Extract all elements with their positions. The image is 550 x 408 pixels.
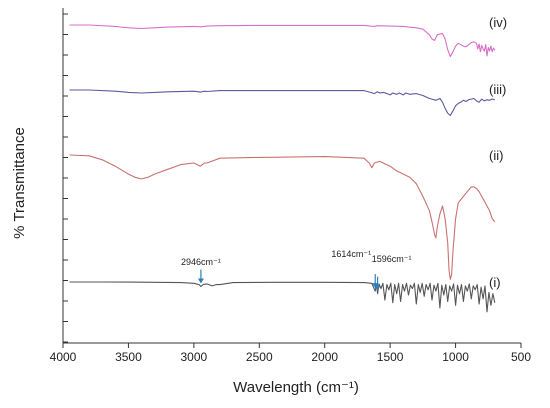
series-label-3: (i)	[489, 275, 501, 290]
x-tick-label: 3500	[115, 350, 142, 364]
series-label-1: (iii)	[489, 82, 506, 97]
series-line-0	[69, 24, 496, 58]
annotation-arrow-head	[197, 278, 204, 284]
annotation-layer: 2946cm⁻¹ 1614cm⁻¹ 1596cm⁻¹	[181, 249, 411, 291]
x-axis-label: Wavelength (cm⁻¹)	[233, 379, 359, 396]
series-line-3	[69, 281, 496, 313]
annotation-label: 1614cm⁻¹	[331, 249, 371, 259]
x-tick-label: 500	[511, 350, 531, 364]
annotation-label: 1596cm⁻¹	[372, 254, 412, 264]
annotation-label: 2946cm⁻¹	[181, 257, 221, 267]
series-label-0: (iv)	[489, 15, 507, 30]
annotation-arrow-head	[374, 285, 381, 291]
x-tick-label: 3000	[181, 350, 208, 364]
x-tick-label: 1500	[377, 350, 404, 364]
series-line-1	[69, 89, 495, 117]
x-tick-label: 2000	[311, 350, 338, 364]
series-layer: (iv) (iii) (ii) (i)	[69, 15, 507, 313]
y-axis-label: % Transmittance	[11, 127, 28, 239]
x-tick-label: 2500	[246, 350, 273, 364]
x-tick-label: 1000	[442, 350, 469, 364]
axes: 4000 3500 3000 2500 2000 1500 1000 500	[50, 8, 531, 364]
x-tick-label: 4000	[50, 350, 77, 364]
series-label-2: (ii)	[489, 148, 503, 163]
series-line-2	[69, 154, 496, 280]
annotation-arrow-head	[372, 283, 379, 289]
